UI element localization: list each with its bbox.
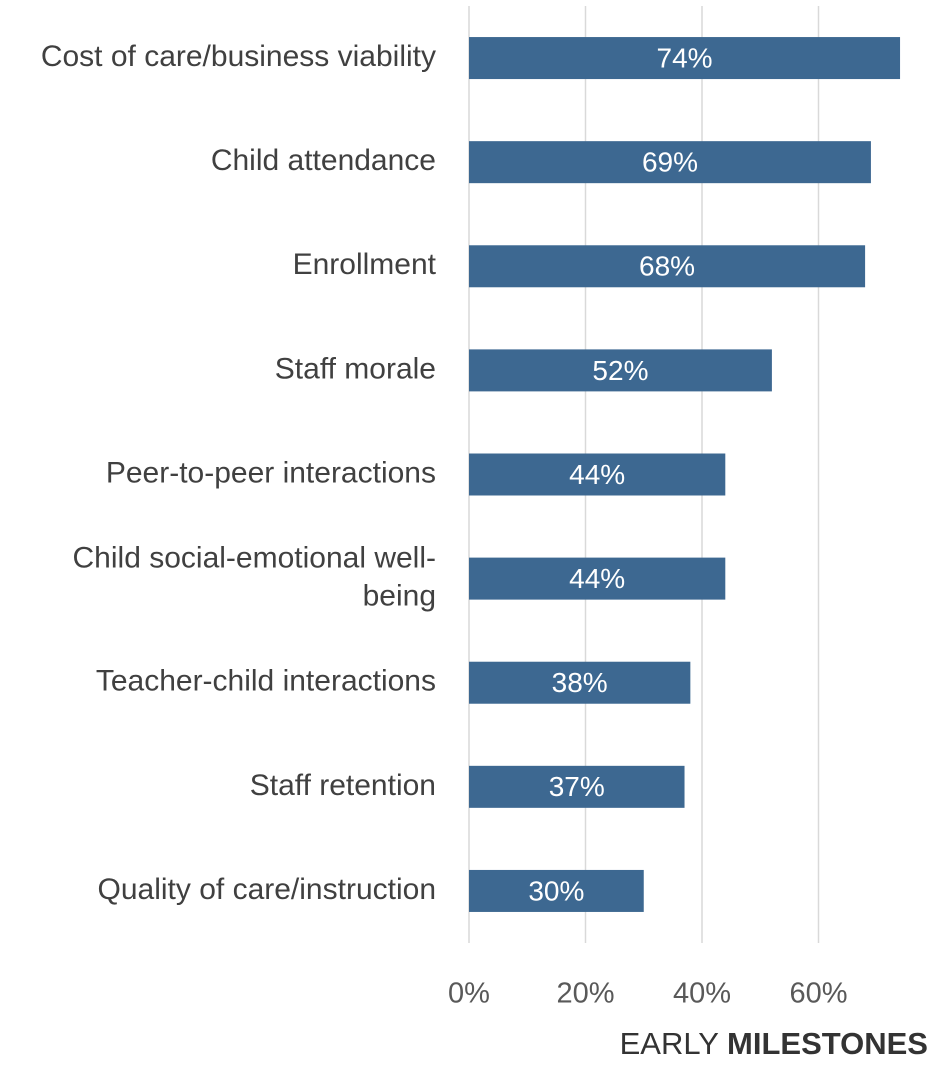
data-label: 69%: [642, 147, 698, 178]
data-label: 44%: [569, 563, 625, 594]
footer-logo: EARLY MILESTONES: [620, 1026, 928, 1061]
bar: [469, 245, 866, 288]
bar: [469, 765, 685, 808]
bar: [469, 141, 871, 184]
data-label: 74%: [657, 42, 713, 73]
x-tick-label: 0%: [448, 978, 490, 1010]
y-tick-label: Child attendance: [211, 144, 436, 177]
y-tick-label: Teacher-child interactions: [96, 665, 436, 698]
data-label: 52%: [592, 355, 648, 386]
y-tick-label: Quality of care/instruction: [98, 873, 436, 906]
data-label: 44%: [569, 459, 625, 490]
y-tick-label: Staff retention: [250, 769, 436, 802]
data-label: 68%: [639, 251, 695, 282]
bar: [469, 869, 644, 912]
data-label: 38%: [552, 667, 608, 698]
bar: [469, 661, 691, 704]
data-label: 37%: [549, 771, 605, 802]
y-tick-label: Child social-emotional well-being: [73, 542, 436, 613]
footer-light: EARLY: [620, 1026, 719, 1061]
y-tick-label: Staff morale: [275, 352, 436, 385]
y-tick-label: Cost of care/business viability: [41, 40, 436, 73]
x-tick-label: 60%: [789, 978, 847, 1010]
data-label: 30%: [528, 875, 584, 906]
x-tick-label: 20%: [556, 978, 614, 1010]
bar: [469, 37, 901, 80]
x-tick-label: 40%: [673, 978, 731, 1010]
bar: [469, 349, 772, 392]
bar: [469, 453, 726, 496]
y-tick-label: Peer-to-peer interactions: [106, 456, 436, 489]
bar: [469, 557, 726, 600]
footer-bold: MILESTONES: [727, 1026, 928, 1061]
y-tick-label: Enrollment: [293, 248, 437, 281]
